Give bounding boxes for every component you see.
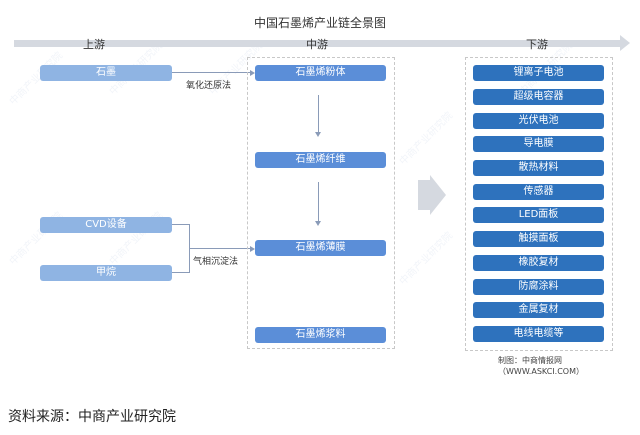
method-label-oxidation-reduction: 氧化还原法 — [186, 81, 232, 91]
arrow-right-icon — [250, 70, 255, 76]
upstream-node-cvd-equipment: CVD设备 — [40, 217, 172, 233]
method-label-vapor-deposition: 气相沉淀法 — [193, 257, 239, 267]
connector-line — [172, 72, 252, 73]
arrow-right-icon — [250, 246, 255, 252]
midstream-node-slurry: 石墨烯浆料 — [255, 327, 386, 343]
downstream-node-li-ion-battery: 锂离子电池 — [473, 65, 604, 81]
chart-credit: 制图：中商情报网（WWW.ASKCI.COM） — [498, 356, 584, 376]
downstream-node-touch-panel: 触摸面板 — [473, 231, 604, 247]
midstream-group — [247, 57, 395, 349]
downstream-node-metal-composite: 金属复材 — [473, 302, 604, 318]
watermark: 中商产业研究院 — [397, 230, 456, 288]
stage-label-midstream: 中游 — [306, 38, 328, 51]
data-source: 资料来源：中商产业研究院 — [8, 409, 176, 425]
downstream-node-rubber-composite: 橡胶复材 — [473, 255, 604, 271]
downstream-node-pv-cell: 光伏电池 — [473, 113, 604, 129]
downstream-node-led-panel: LED面板 — [473, 207, 604, 223]
connector-line — [172, 272, 189, 273]
midstream-node-powder: 石墨烯粉体 — [255, 65, 386, 81]
big-arrow-body — [418, 180, 430, 210]
downstream-node-supercapacitor: 超级电容器 — [473, 89, 604, 105]
midstream-node-fiber: 石墨烯纤维 — [255, 152, 386, 168]
connector-line — [189, 248, 252, 249]
downstream-node-wire-cable: 电线电缆等 — [473, 326, 604, 342]
stage-label-upstream: 上游 — [83, 38, 105, 51]
watermark: 中商产业研究院 — [397, 110, 456, 168]
connector-line — [172, 224, 189, 225]
connector-line — [318, 182, 319, 222]
downstream-node-heat-dissipation: 散热材料 — [473, 160, 604, 176]
upstream-node-graphite: 石墨 — [40, 65, 172, 81]
downstream-node-anticorrosion-coating: 防腐涂料 — [473, 279, 604, 295]
flow-arrow-icon — [620, 35, 630, 51]
arrow-down-icon — [315, 132, 321, 137]
connector-line — [318, 95, 319, 133]
big-arrow-right-icon — [430, 175, 446, 215]
downstream-node-conductive-film: 导电膜 — [473, 136, 604, 152]
flow-bar — [14, 40, 622, 47]
downstream-node-sensor: 传感器 — [473, 184, 604, 200]
upstream-node-methane: 甲烷 — [40, 265, 172, 281]
arrow-down-icon — [315, 221, 321, 226]
stage-label-downstream: 下游 — [526, 38, 548, 51]
diagram-title: 中国石墨烯产业链全景图 — [253, 16, 386, 30]
downstream-group — [465, 57, 613, 351]
midstream-node-film: 石墨烯薄膜 — [255, 240, 386, 256]
